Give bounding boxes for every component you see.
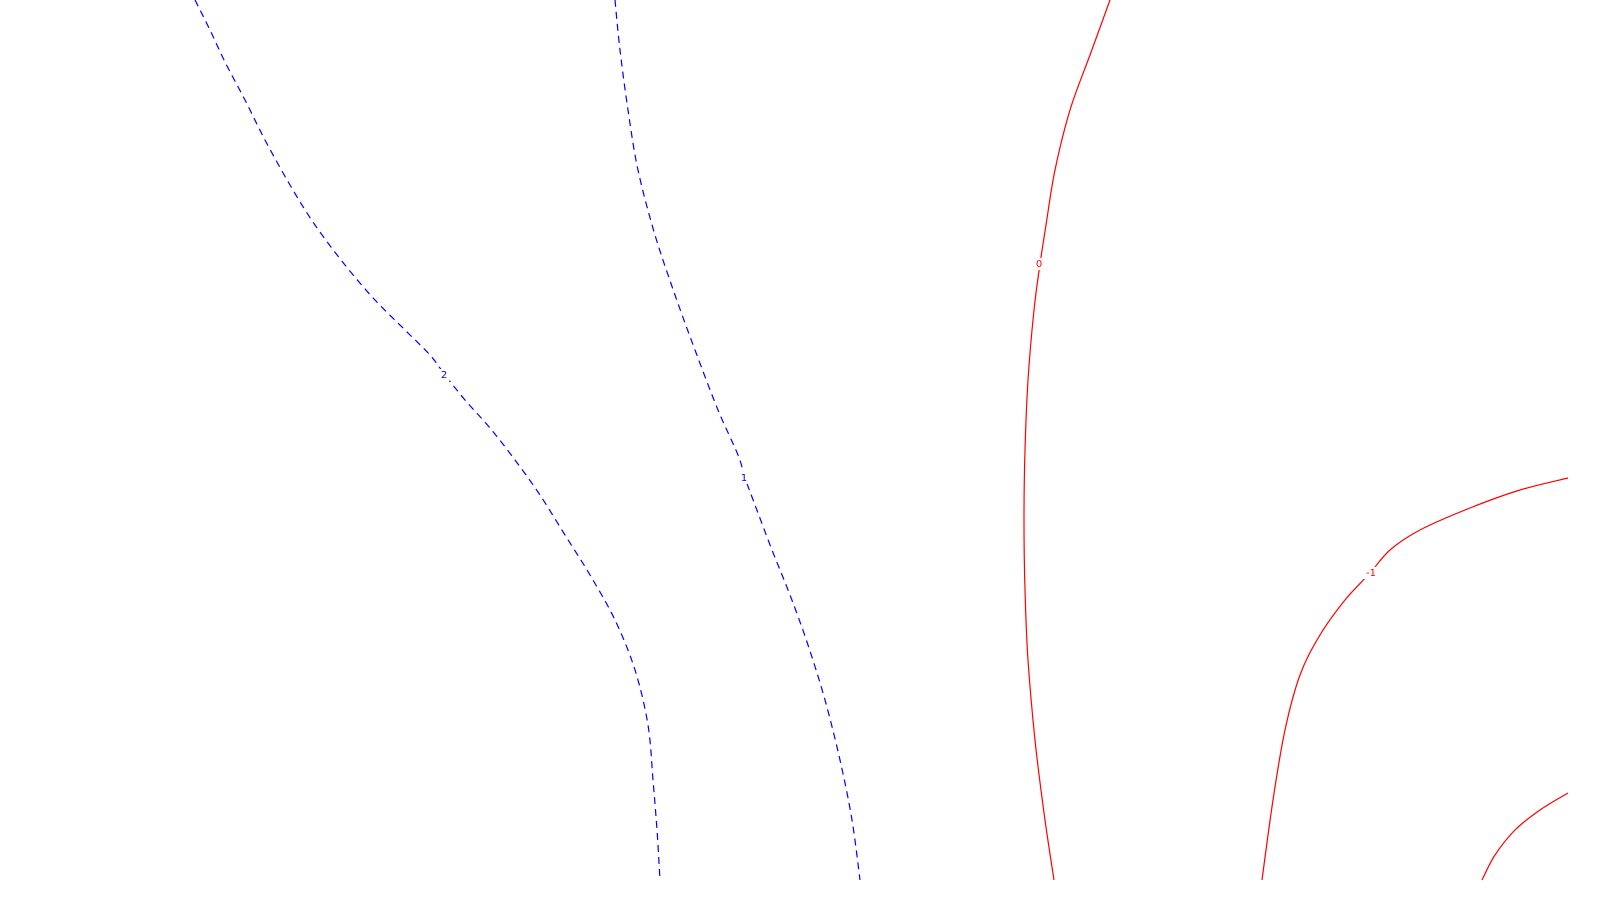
contour-line-level-2: [194, 0, 661, 881]
contour-level-label: 2: [441, 370, 447, 381]
contour-line-level-0: [1023, 0, 1111, 881]
contour-line-level-neg2: [1481, 792, 1569, 881]
contour-line-level-neg1: [1261, 477, 1569, 881]
contour-labels-layer: 2 1 0 -1: [438, 258, 1380, 579]
contour-label-background: [438, 369, 450, 381]
contour-label-background: [1033, 258, 1045, 270]
contour-label-background: [1362, 567, 1380, 579]
contour-label-background: [738, 472, 750, 484]
contour-level-label: 0: [1036, 259, 1042, 270]
contour-level-label: -1: [1366, 568, 1376, 579]
contour-line-level-1: [614, 0, 861, 881]
contour-lines-layer: [194, 0, 1569, 881]
contour-level-label: 1: [741, 473, 747, 484]
